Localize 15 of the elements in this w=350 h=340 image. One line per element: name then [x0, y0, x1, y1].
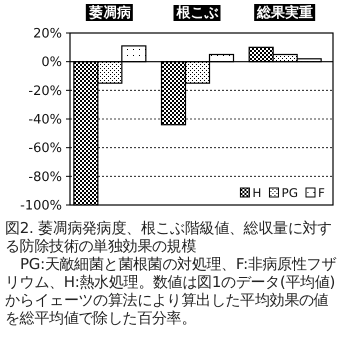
text: 図2. 萎凋病発病度、根こぶ階級値、総収量に対する防除技術の単独効果の規模 — [5, 219, 333, 255]
y-tick-label: -100% — [20, 198, 62, 214]
x-tick-label: 萎凋病 — [88, 4, 131, 21]
legend-label: F — [318, 186, 325, 200]
x-tick-label: 根こぶ — [176, 5, 218, 21]
legend-label: PG — [281, 186, 298, 200]
y-tick-label: -20% — [28, 84, 62, 99]
y-tick-label: -40% — [28, 112, 62, 128]
x-tick-label: 総果実重 — [256, 4, 314, 21]
y-tick-label: 20% — [33, 26, 62, 42]
legend-label: H — [252, 186, 262, 200]
y-tick-label: -80% — [28, 170, 62, 185]
y-tick-label: 0% — [41, 55, 62, 70]
y-tick-label: -60% — [28, 141, 62, 156]
text: PG:天敵細菌と菌根菌の対処理、F:非病原性フザリウム、H:熱水処理。数値は図1のデータ(平均値)からイェーツの算法により算出した平均効果の値を総平均値で除した百分率。 — [5, 255, 338, 327]
